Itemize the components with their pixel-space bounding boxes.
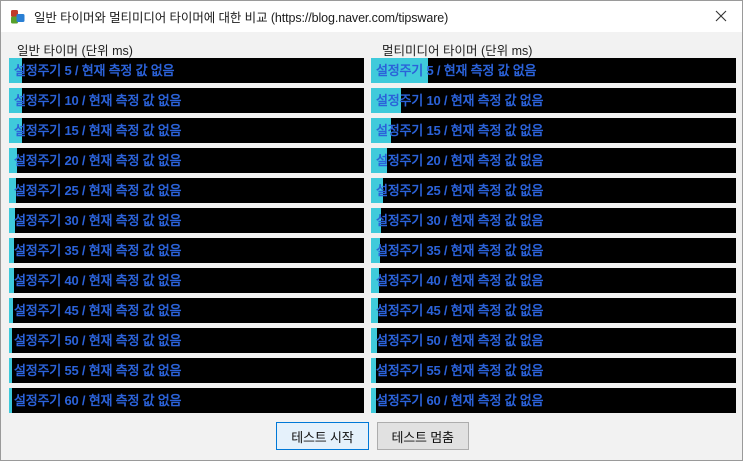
timer-row-label: 설정주기 10 / 현재 측정 값 없음: [376, 93, 544, 108]
timer-row: 설정주기 35 / 현재 측정 값 없음: [9, 238, 364, 263]
timer-row-label: 설정주기 10 / 현재 측정 값 없음: [14, 93, 182, 108]
timer-progress-bar: [371, 148, 387, 173]
client-area: 일반 타이머 (단위 ms) 멀티미디어 타이머 (단위 ms) 설정주기 5 …: [1, 32, 742, 460]
timer-progress-bar: [371, 88, 401, 113]
app-icon: [10, 9, 26, 25]
timer-progress-bar: [371, 118, 391, 143]
timer-progress-bar: [9, 178, 16, 203]
left-column-header: 일반 타이머 (단위 ms): [17, 44, 133, 58]
timer-row-label: 설정주기 15 / 현재 측정 값 없음: [376, 123, 544, 138]
timer-row: 설정주기 15 / 현재 측정 값 없음: [371, 118, 736, 143]
timer-row-label: 설정주기 40 / 현재 측정 값 없음: [376, 273, 544, 288]
timer-row-label: 설정주기 20 / 현재 측정 값 없음: [376, 153, 544, 168]
timer-progress-bar: [371, 358, 376, 383]
timer-progress-bar: [371, 58, 428, 83]
timer-row: 설정주기 15 / 현재 측정 값 없음: [9, 118, 364, 143]
timer-row-label: 설정주기 35 / 현재 측정 값 없음: [376, 243, 544, 258]
timer-row: 설정주기 40 / 현재 측정 값 없음: [371, 268, 736, 293]
timer-row-label: 설정주기 55 / 현재 측정 값 없음: [376, 363, 544, 378]
timer-row: 설정주기 55 / 현재 측정 값 없음: [9, 358, 364, 383]
timer-row-label: 설정주기 20 / 현재 측정 값 없음: [14, 153, 182, 168]
timer-row: 설정주기 60 / 현재 측정 값 없음: [371, 388, 736, 413]
timer-progress-bar: [9, 58, 22, 83]
timer-progress-bar: [9, 208, 15, 233]
timer-row-label: 설정주기 40 / 현재 측정 값 없음: [14, 273, 182, 288]
timer-row-label: 설정주기 5 / 현재 측정 값 없음: [376, 63, 537, 78]
timer-row: 설정주기 50 / 현재 측정 값 없음: [371, 328, 736, 353]
timer-row: 설정주기 5 / 현재 측정 값 없음: [371, 58, 736, 83]
timer-row: 설정주기 5 / 현재 측정 값 없음: [9, 58, 364, 83]
stop-test-button[interactable]: 테스트 멈춤: [376, 422, 469, 450]
timer-row-label: 설정주기 55 / 현재 측정 값 없음: [14, 363, 182, 378]
timer-row: 설정주기 20 / 현재 측정 값 없음: [371, 148, 736, 173]
timer-progress-bar: [371, 388, 376, 413]
timer-row-label: 설정주기 60 / 현재 측정 값 없음: [14, 393, 182, 408]
timer-row: 설정주기 55 / 현재 측정 값 없음: [371, 358, 736, 383]
timer-progress-bar: [371, 178, 383, 203]
timer-row-label: 설정주기 60 / 현재 측정 값 없음: [376, 393, 544, 408]
timer-progress-bar: [371, 238, 380, 263]
timer-row-label: 설정주기 50 / 현재 측정 값 없음: [376, 333, 544, 348]
timer-progress-bar: [9, 388, 12, 413]
timer-progress-bar: [9, 328, 12, 353]
timer-row: 설정주기 10 / 현재 측정 값 없음: [371, 88, 736, 113]
timer-row: 설정주기 45 / 현재 측정 값 없음: [9, 298, 364, 323]
timer-progress-bar: [9, 358, 12, 383]
timer-row-label: 설정주기 30 / 현재 측정 값 없음: [376, 213, 544, 228]
timer-progress-bar: [9, 148, 17, 173]
timer-row: 설정주기 20 / 현재 측정 값 없음: [9, 148, 364, 173]
timer-row-label: 설정주기 25 / 현재 측정 값 없음: [376, 183, 544, 198]
timer-progress-bar: [371, 268, 379, 293]
timer-row-label: 설정주기 35 / 현재 측정 값 없음: [14, 243, 182, 258]
title-bar: 일반 타이머와 멀티미디어 타이머에 대한 비교 (https://blog.n…: [1, 1, 742, 33]
timer-progress-bar: [9, 298, 13, 323]
timer-row: 설정주기 35 / 현재 측정 값 없음: [371, 238, 736, 263]
window-title: 일반 타이머와 멀티미디어 타이머에 대한 비교 (https://blog.n…: [34, 11, 449, 25]
timer-row-label: 설정주기 30 / 현재 측정 값 없음: [14, 213, 182, 228]
timer-row-label: 설정주기 25 / 현재 측정 값 없음: [14, 183, 182, 198]
timer-row: 설정주기 50 / 현재 측정 값 없음: [9, 328, 364, 353]
timer-row: 설정주기 40 / 현재 측정 값 없음: [9, 268, 364, 293]
close-icon[interactable]: [698, 1, 742, 31]
timer-progress-bar: [371, 328, 377, 353]
timer-row: 설정주기 45 / 현재 측정 값 없음: [371, 298, 736, 323]
timer-row: 설정주기 60 / 현재 측정 값 없음: [9, 388, 364, 413]
button-row: 테스트 시작 테스트 멈춤: [1, 422, 742, 450]
timer-progress-bar: [371, 208, 381, 233]
timer-row: 설정주기 10 / 현재 측정 값 없음: [9, 88, 364, 113]
timer-row: 설정주기 30 / 현재 측정 값 없음: [9, 208, 364, 233]
right-column-header: 멀티미디어 타이머 (단위 ms): [382, 44, 533, 58]
timer-row: 설정주기 25 / 현재 측정 값 없음: [9, 178, 364, 203]
timer-row-label: 설정주기 15 / 현재 측정 값 없음: [14, 123, 182, 138]
start-test-button[interactable]: 테스트 시작: [276, 422, 369, 450]
timer-progress-bar: [9, 118, 22, 143]
timer-progress-bar: [371, 298, 378, 323]
timer-row-label: 설정주기 5 / 현재 측정 값 없음: [14, 63, 175, 78]
timer-progress-bar: [9, 88, 22, 113]
timer-progress-bar: [9, 268, 14, 293]
timer-row-label: 설정주기 50 / 현재 측정 값 없음: [14, 333, 182, 348]
timer-row: 설정주기 25 / 현재 측정 값 없음: [371, 178, 736, 203]
timer-row-label: 설정주기 45 / 현재 측정 값 없음: [376, 303, 544, 318]
timer-row-label: 설정주기 45 / 현재 측정 값 없음: [14, 303, 182, 318]
timer-progress-bar: [9, 238, 14, 263]
timer-row: 설정주기 30 / 현재 측정 값 없음: [371, 208, 736, 233]
